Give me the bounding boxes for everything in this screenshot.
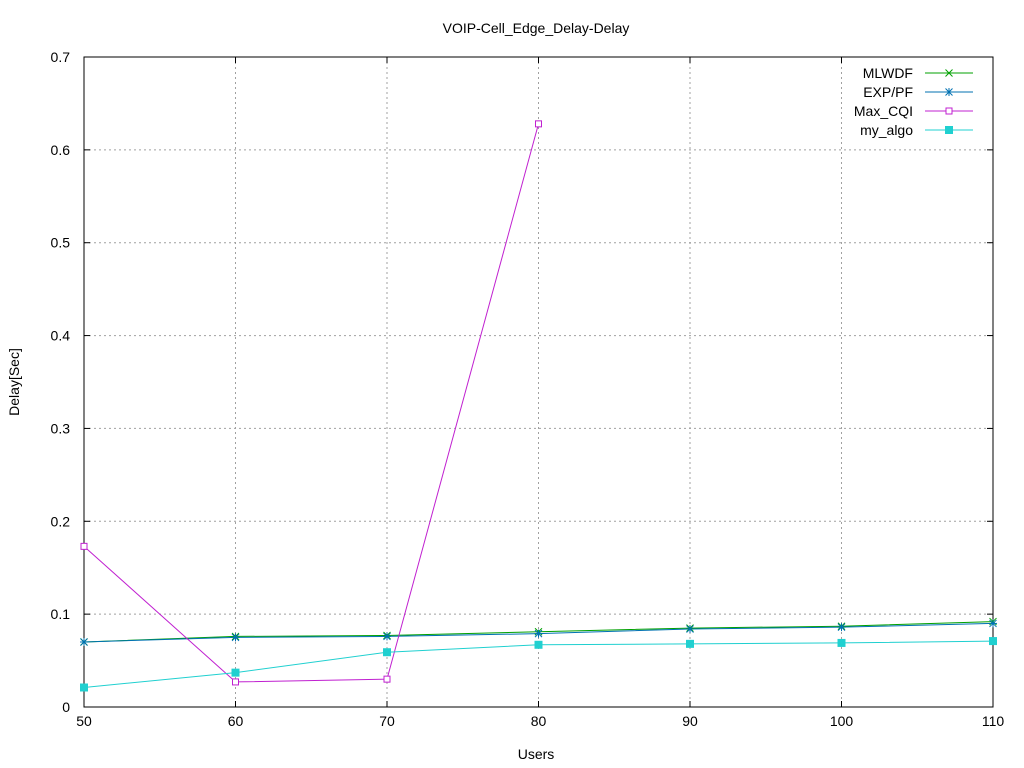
series-layer [80,120,997,692]
legend: MLWDF EXP/PF Max_CQI my_algo [854,65,973,138]
x-tick-label: 90 [682,713,698,729]
x-tick-label: 50 [76,713,92,729]
data-point [232,678,239,686]
data-point [989,619,997,628]
y-axis-label: Delay[Sec] [6,348,22,416]
legend-label: Max_CQI [854,103,913,119]
data-point [231,633,240,642]
x-tick-label: 70 [379,713,395,729]
y-tick-label: 0.7 [51,49,71,65]
x-tick-label: 100 [830,713,854,729]
chart-title: VOIP-Cell_Edge_Delay-Delay [443,20,630,36]
grid [84,57,993,707]
y-tick-label: 0.4 [51,328,71,344]
legend-marker [945,126,953,134]
data-point [80,542,88,550]
legend-marker [945,107,953,115]
data-point [686,639,694,648]
data-point [535,120,542,128]
legend-item: my_algo [860,122,973,138]
data-point [383,632,391,641]
legend-item: Max_CQI [854,103,973,119]
legend-marker [945,88,953,96]
data-point [534,629,543,638]
legend-label: MLWDF [863,65,913,81]
series-line [83,123,539,683]
data-point [383,648,391,657]
data-point [837,638,846,647]
legend-item: EXP/PF [863,84,973,100]
data-point [837,623,846,632]
data-point [989,637,997,646]
data-point [686,625,694,633]
series-exp-pf [80,619,997,646]
axis-ticks: 50 60 70 80 90 100 110 0 0.1 0.2 0.3 0.4 0.5 0.6 0.7 [51,49,1005,729]
legend-marker [945,69,953,77]
x-axis-label: Users [518,746,555,762]
legend-label: my_algo [860,122,913,138]
data-point [80,638,88,646]
data-point [383,675,391,683]
series-max-cqi [80,120,542,686]
data-point [80,683,88,692]
x-tick-label: 80 [531,713,547,729]
legend-label: EXP/PF [863,84,913,100]
y-tick-label: 0.5 [51,235,71,251]
data-point [534,640,543,649]
series-my-algo [80,637,997,692]
y-tick-label: 0 [62,699,70,715]
y-tick-label: 0.6 [51,142,71,158]
x-tick-label: 110 [982,713,1005,729]
y-tick-label: 0.1 [51,606,71,622]
y-tick-label: 0.2 [51,513,71,529]
x-tick-label: 60 [228,713,244,729]
data-point [231,668,240,677]
y-tick-label: 0.3 [51,420,71,436]
legend-item: MLWDF [863,65,973,81]
